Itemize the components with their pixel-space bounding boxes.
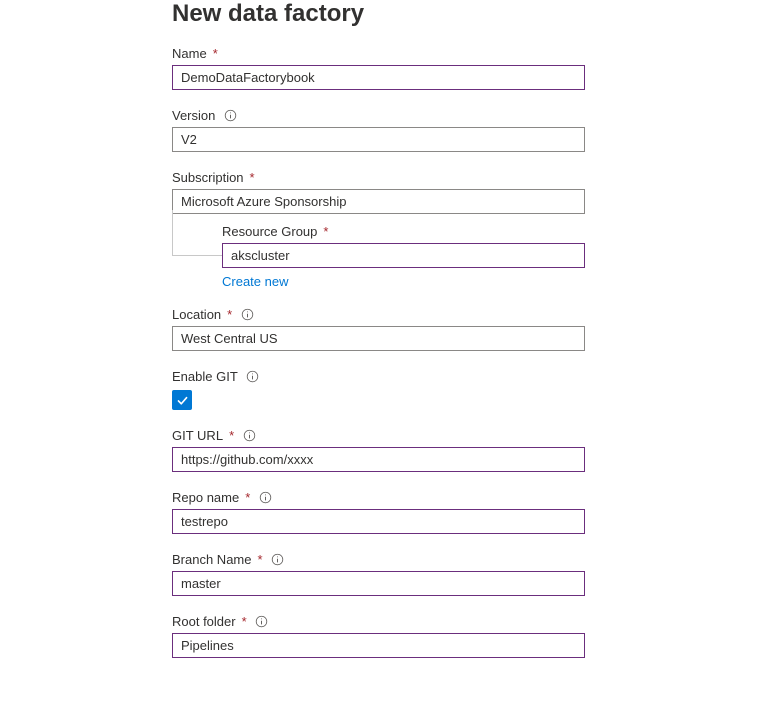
nested-bracket — [172, 210, 222, 256]
subscription-label-text: Subscription — [172, 170, 244, 185]
repo-name-input[interactable] — [172, 509, 585, 534]
location-input[interactable] — [172, 326, 585, 351]
required-asterisk: * — [323, 224, 328, 239]
root-folder-input[interactable] — [172, 633, 585, 658]
name-input[interactable] — [172, 65, 585, 90]
root-folder-label: Root folder * — [172, 614, 757, 629]
version-label: Version — [172, 108, 757, 123]
required-asterisk: * — [250, 170, 255, 185]
info-icon[interactable] — [242, 429, 256, 443]
field-root-folder: Root folder * — [172, 614, 757, 658]
info-icon[interactable] — [271, 553, 285, 567]
resource-group-input[interactable] — [222, 243, 585, 268]
info-icon[interactable] — [240, 308, 254, 322]
nested-resource-group: Resource Group * Create new — [172, 210, 757, 289]
resource-group-label-text: Resource Group — [222, 224, 317, 239]
git-url-label: GIT URL * — [172, 428, 757, 443]
info-icon[interactable] — [246, 370, 260, 384]
resource-group-label: Resource Group * — [222, 224, 757, 239]
field-enable-git: Enable GIT — [172, 369, 757, 410]
field-subscription: Subscription * — [172, 170, 757, 214]
field-repo-name: Repo name * — [172, 490, 757, 534]
field-version: Version — [172, 108, 757, 152]
enable-git-label-text: Enable GIT — [172, 369, 238, 384]
repo-name-label: Repo name * — [172, 490, 757, 505]
enable-git-checkbox[interactable] — [172, 390, 192, 410]
required-asterisk: * — [257, 552, 262, 567]
git-url-input[interactable] — [172, 447, 585, 472]
branch-name-input[interactable] — [172, 571, 585, 596]
field-branch-name: Branch Name * — [172, 552, 757, 596]
name-label-text: Name — [172, 46, 207, 61]
required-asterisk: * — [245, 490, 250, 505]
repo-name-label-text: Repo name — [172, 490, 239, 505]
version-input[interactable] — [172, 127, 585, 152]
info-icon[interactable] — [255, 615, 269, 629]
branch-name-label-text: Branch Name — [172, 552, 251, 567]
required-asterisk: * — [229, 428, 234, 443]
required-asterisk: * — [227, 307, 232, 322]
info-icon[interactable] — [258, 491, 272, 505]
field-name: Name * — [172, 46, 757, 90]
branch-name-label: Branch Name * — [172, 552, 757, 567]
required-asterisk: * — [213, 46, 218, 61]
enable-git-label: Enable GIT — [172, 369, 757, 384]
location-label-text: Location — [172, 307, 221, 322]
field-git-url: GIT URL * — [172, 428, 757, 472]
version-label-text: Version — [172, 108, 215, 123]
root-folder-label-text: Root folder — [172, 614, 236, 629]
info-icon[interactable] — [223, 109, 237, 123]
name-label: Name * — [172, 46, 757, 61]
location-label: Location * — [172, 307, 757, 322]
git-url-label-text: GIT URL — [172, 428, 223, 443]
required-asterisk: * — [242, 614, 247, 629]
create-new-link[interactable]: Create new — [222, 274, 288, 289]
page-title: New data factory — [172, 0, 757, 28]
subscription-label: Subscription * — [172, 170, 757, 185]
field-location: Location * — [172, 307, 757, 351]
